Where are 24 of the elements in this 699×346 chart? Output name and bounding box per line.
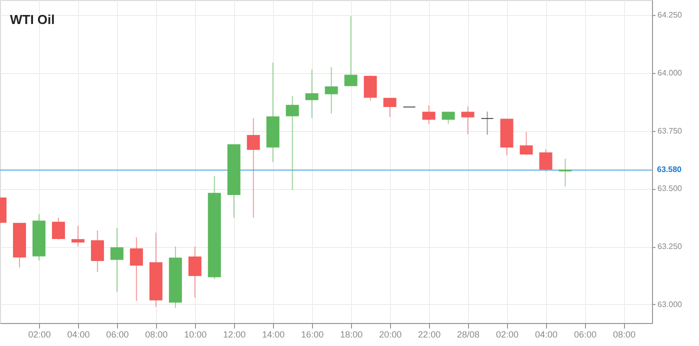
x-tick-label: 16:00 xyxy=(301,330,324,340)
x-tick-label: 06:00 xyxy=(574,330,597,340)
x-tick-label: 18:00 xyxy=(340,330,363,340)
x-tick-label: 28/08 xyxy=(457,330,480,340)
x-tick-label: 02:00 xyxy=(496,330,519,340)
x-tick-label: 04:00 xyxy=(535,330,558,340)
y-tick-label: 64.250 xyxy=(658,10,683,20)
ref-line-label: 63.580 xyxy=(657,165,682,174)
x-tick-label: 08:00 xyxy=(145,330,168,340)
x-tick-label: 10:00 xyxy=(184,330,207,340)
x-tick-label: 14:00 xyxy=(262,330,285,340)
x-tick-label: 12:00 xyxy=(223,330,246,340)
x-tick-label: 06:00 xyxy=(106,330,129,340)
y-tick-label: 63.750 xyxy=(658,126,683,136)
y-tick-label: 63.250 xyxy=(658,242,683,252)
y-tick-label: 64.000 xyxy=(658,68,683,78)
x-tick-label: 22:00 xyxy=(418,330,441,340)
y-tick-label: 63.500 xyxy=(658,184,683,194)
x-tick-label: 04:00 xyxy=(67,330,90,340)
y-tick-label: 63.000 xyxy=(658,300,683,309)
x-tick-label: 20:00 xyxy=(379,330,402,340)
text: WTI Oil xyxy=(10,12,55,27)
x-tick-label: 02:00 xyxy=(28,330,51,340)
x-tick-label: 08:00 xyxy=(612,330,636,340)
